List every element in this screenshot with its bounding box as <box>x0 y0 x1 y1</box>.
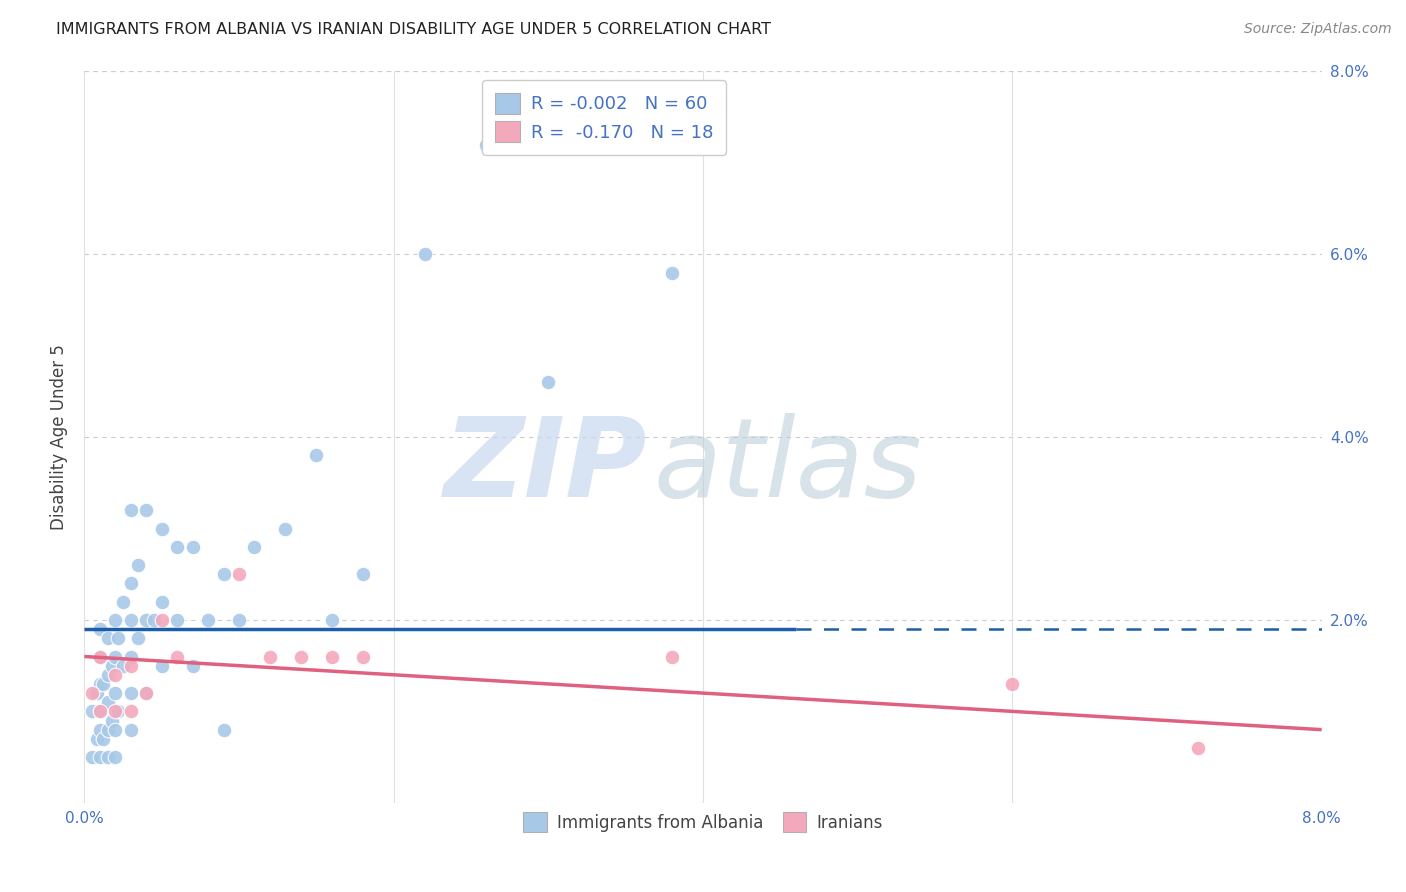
Point <box>150 658 173 673</box>
Point <box>120 723 142 737</box>
Point <box>274 521 297 535</box>
Point <box>127 632 149 646</box>
Point <box>104 613 127 627</box>
Point <box>537 376 560 390</box>
Point <box>120 705 142 719</box>
Point <box>166 540 188 554</box>
Point <box>197 613 219 627</box>
Text: ZIP: ZIP <box>444 413 647 520</box>
Point <box>96 723 118 737</box>
Point <box>475 137 498 152</box>
Point <box>112 595 135 609</box>
Point <box>82 750 104 764</box>
Point <box>91 731 114 746</box>
Point <box>143 613 166 627</box>
Point <box>120 649 142 664</box>
Point <box>150 613 173 627</box>
Point <box>96 667 118 681</box>
Point <box>89 723 111 737</box>
Point <box>352 567 374 582</box>
Point <box>86 731 108 746</box>
Point <box>104 649 127 664</box>
Y-axis label: Disability Age Under 5: Disability Age Under 5 <box>49 344 67 530</box>
Point <box>104 705 127 719</box>
Point <box>107 632 129 646</box>
Text: atlas: atlas <box>654 413 922 520</box>
Point <box>120 686 142 700</box>
Point <box>228 613 250 627</box>
Point <box>181 658 204 673</box>
Point <box>352 649 374 664</box>
Point <box>212 567 235 582</box>
Text: Source: ZipAtlas.com: Source: ZipAtlas.com <box>1244 22 1392 37</box>
Point <box>661 266 683 280</box>
Point <box>89 649 111 664</box>
Point <box>135 686 157 700</box>
Point <box>107 705 129 719</box>
Point <box>120 576 142 591</box>
Point <box>150 521 173 535</box>
Point <box>305 449 328 463</box>
Point <box>104 750 127 764</box>
Point <box>104 686 127 700</box>
Text: IMMIGRANTS FROM ALBANIA VS IRANIAN DISABILITY AGE UNDER 5 CORRELATION CHART: IMMIGRANTS FROM ALBANIA VS IRANIAN DISAB… <box>56 22 772 37</box>
Point <box>321 613 343 627</box>
Point <box>96 695 118 709</box>
Point <box>212 723 235 737</box>
Point <box>1001 677 1024 691</box>
Point <box>96 750 118 764</box>
Point <box>91 677 114 691</box>
Point <box>135 613 157 627</box>
Point <box>135 503 157 517</box>
Point <box>135 686 157 700</box>
Point <box>89 622 111 636</box>
Point <box>101 714 124 728</box>
Point <box>96 632 118 646</box>
Point <box>290 649 312 664</box>
Legend: Immigrants from Albania, Iranians: Immigrants from Albania, Iranians <box>516 805 890 838</box>
Point <box>82 686 104 700</box>
Point <box>89 677 111 691</box>
Point <box>82 705 104 719</box>
Point <box>89 750 111 764</box>
Point <box>104 723 127 737</box>
Point <box>127 558 149 573</box>
Point <box>101 658 124 673</box>
Point <box>120 503 142 517</box>
Point <box>89 705 111 719</box>
Point <box>243 540 266 554</box>
Point <box>89 649 111 664</box>
Point <box>413 247 436 261</box>
Point <box>259 649 281 664</box>
Point <box>166 613 188 627</box>
Point <box>166 649 188 664</box>
Point <box>321 649 343 664</box>
Point <box>104 667 127 681</box>
Point <box>120 658 142 673</box>
Point <box>89 705 111 719</box>
Point <box>120 613 142 627</box>
Point <box>112 658 135 673</box>
Point <box>228 567 250 582</box>
Point <box>150 595 173 609</box>
Point <box>86 686 108 700</box>
Point <box>1187 740 1209 755</box>
Point <box>181 540 204 554</box>
Point <box>661 649 683 664</box>
